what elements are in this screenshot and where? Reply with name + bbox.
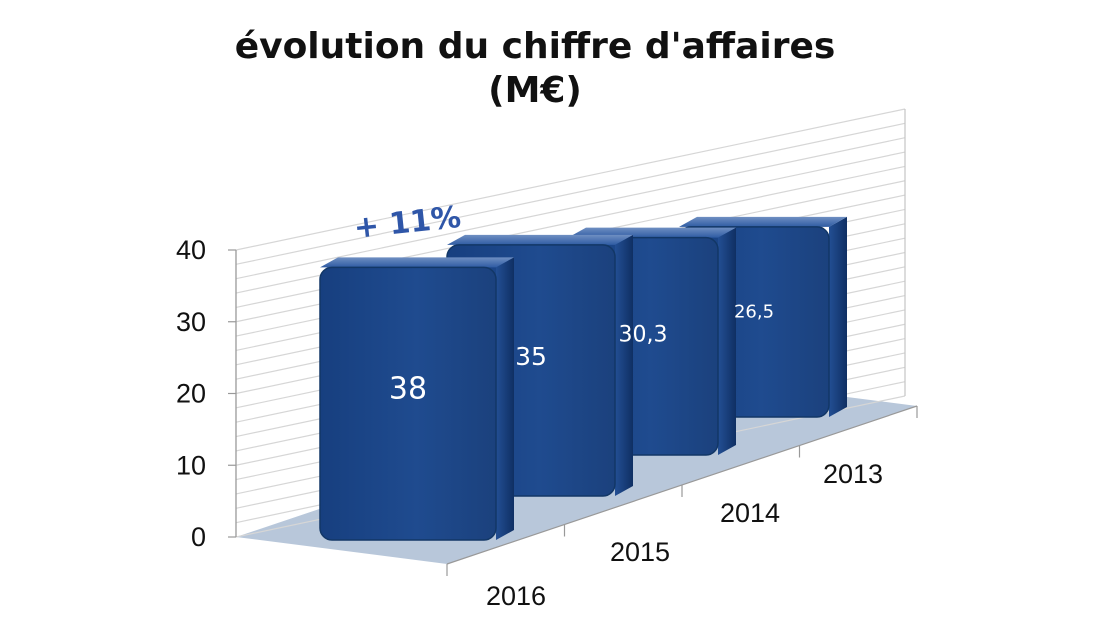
x-category-label: 2013 bbox=[823, 459, 883, 489]
bar-value-label: 35 bbox=[515, 342, 547, 371]
bar-top bbox=[320, 257, 514, 268]
x-category-label: 2016 bbox=[486, 581, 546, 611]
chart-axes bbox=[228, 249, 918, 576]
bar-side bbox=[615, 234, 633, 496]
bar-front bbox=[319, 266, 497, 541]
chart-bars bbox=[319, 216, 847, 541]
x-category-label: 2014 bbox=[720, 498, 780, 528]
y-tick-label: 10 bbox=[176, 450, 206, 480]
y-tick-label: 0 bbox=[191, 522, 206, 552]
bar-top bbox=[679, 216, 847, 227]
y-tick-label: 30 bbox=[176, 307, 206, 337]
x-category-label: 2015 bbox=[610, 537, 670, 567]
y-tick-label: 40 bbox=[176, 235, 206, 265]
gridline bbox=[235, 108, 906, 251]
bar-side bbox=[829, 216, 847, 417]
growth-annotation: + 11% bbox=[352, 200, 462, 246]
bar-side bbox=[718, 227, 736, 455]
bar-top bbox=[447, 234, 633, 245]
chart-title: évolution du chiffre d'affaires bbox=[235, 26, 836, 67]
chart-labels: 0 10 20 30 40 26,5 30,3 35 38 2016 2015 2014 2013 bbox=[176, 235, 883, 611]
bar-value-label: 30,3 bbox=[619, 322, 668, 347]
gridline bbox=[235, 137, 906, 280]
bar bbox=[319, 257, 514, 541]
chart-subtitle: (M€) bbox=[488, 70, 582, 111]
gridline bbox=[235, 122, 906, 265]
bar-value-label: 38 bbox=[389, 372, 427, 407]
y-tick-label: 20 bbox=[176, 379, 206, 409]
chart-title-group: évolution du chiffre d'affaires (M€) bbox=[235, 26, 836, 111]
bar-value-label: 26,5 bbox=[734, 301, 774, 322]
bar-side bbox=[496, 257, 514, 540]
